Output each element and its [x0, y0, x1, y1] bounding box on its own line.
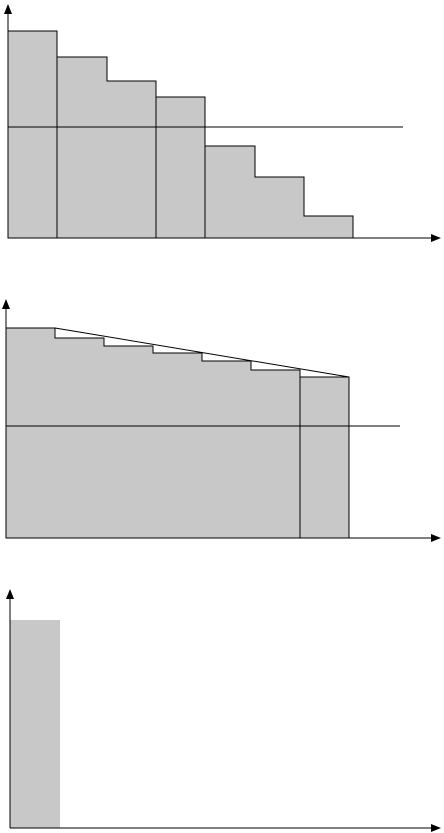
- step-bars: [5, 327, 350, 539]
- slope-line: [54, 327, 350, 378]
- panel-2: [1, 299, 441, 542]
- panel-1: [3, 4, 441, 242]
- panel-3: [5, 589, 441, 832]
- step-bars: [7, 30, 354, 239]
- bar: [10, 620, 60, 828]
